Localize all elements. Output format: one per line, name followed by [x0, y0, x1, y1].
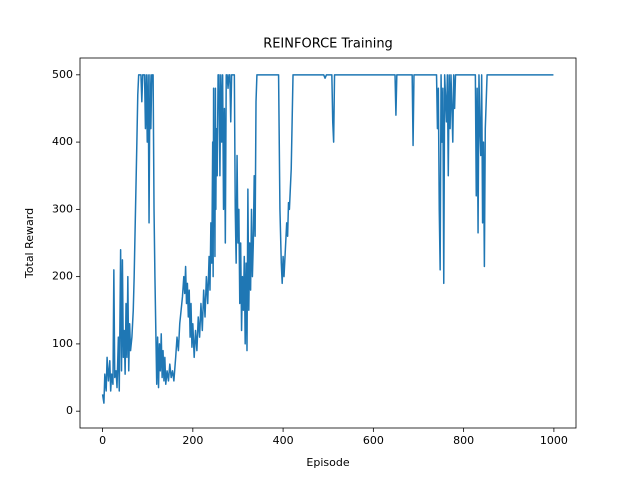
- y-tick-label: 500: [52, 68, 73, 81]
- x-tick-label: 800: [453, 434, 474, 447]
- x-tick-label: 600: [363, 434, 384, 447]
- chart-title: REINFORCE Training: [263, 37, 393, 52]
- y-tick-label: 100: [52, 337, 73, 350]
- x-tick-label: 400: [273, 434, 294, 447]
- x-tick-label: 200: [182, 434, 203, 447]
- y-tick-label: 300: [52, 202, 73, 215]
- data-line: [101, 74, 554, 404]
- y-axis-label: Total Reward: [23, 208, 36, 279]
- x-axis-label: Episode: [306, 456, 349, 469]
- plot-frame: [79, 57, 577, 429]
- y-tick-label: 0: [66, 404, 73, 417]
- x-tick-label: 1000: [540, 434, 568, 447]
- x-tick-label: 0: [99, 434, 106, 447]
- y-tick-label: 200: [52, 270, 73, 283]
- y-tick-label: 400: [52, 135, 73, 148]
